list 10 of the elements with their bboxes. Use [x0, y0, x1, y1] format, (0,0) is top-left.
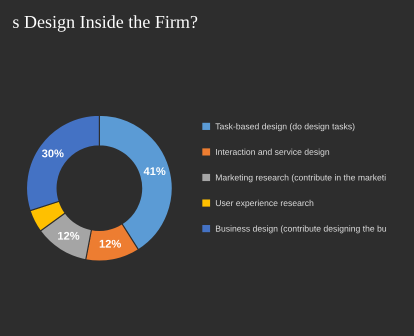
legend-label: Business design (contribute designing the bu [216, 225, 386, 234]
legend-label: User experience research [216, 200, 314, 208]
legend-label: Marketing research (contribute in the marketi [216, 174, 386, 182]
legend-label: Task-based design (do design tasks) [215, 123, 354, 132]
chart-title: s Design Inside the Firm? [13, 15, 198, 32]
legend-label: Interaction and service design [216, 148, 330, 157]
data-label: 12% [58, 232, 80, 240]
data-label: 12% [100, 240, 121, 248]
data-label: 41% [144, 167, 166, 176]
data-label: 30% [42, 149, 64, 158]
